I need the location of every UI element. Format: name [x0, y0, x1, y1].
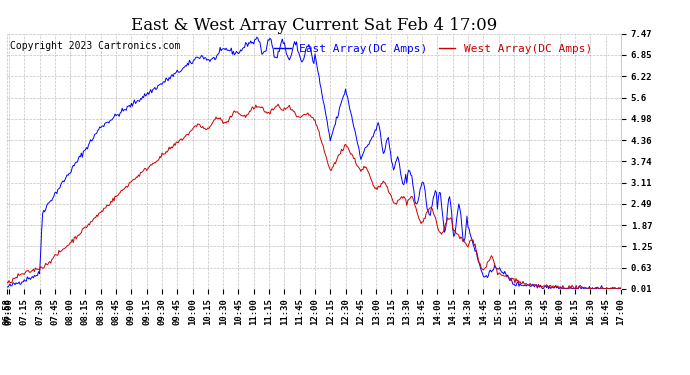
Title: East & West Array Current Sat Feb 4 17:09: East & West Array Current Sat Feb 4 17:0…	[131, 16, 497, 34]
Legend: East Array(DC Amps), West Array(DC Amps): East Array(DC Amps), West Array(DC Amps)	[269, 39, 597, 58]
Text: Copyright 2023 Cartronics.com: Copyright 2023 Cartronics.com	[10, 41, 180, 51]
